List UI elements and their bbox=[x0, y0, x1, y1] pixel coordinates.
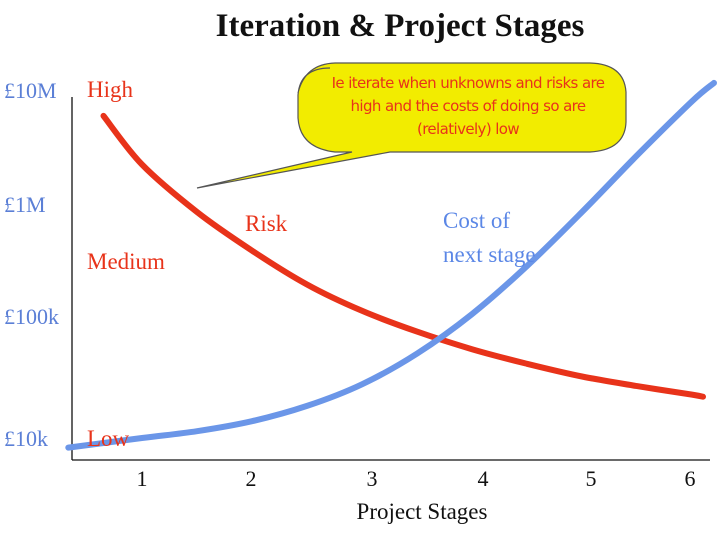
y-tick-label: £10k bbox=[4, 426, 48, 451]
y-tick-label: £100k bbox=[4, 304, 59, 329]
cost-line bbox=[65, 79, 717, 451]
callout-bubble bbox=[196, 62, 627, 189]
x-tick-label: 5 bbox=[585, 466, 597, 491]
x-tick-label: 2 bbox=[245, 466, 257, 491]
x-tick-label: 1 bbox=[136, 466, 148, 491]
y-tick-label: £10M bbox=[4, 78, 57, 103]
y-tick-label: £1M bbox=[4, 192, 46, 217]
callout-text: Ie iterate when unknowns and risks are h… bbox=[331, 74, 605, 138]
series-layer bbox=[65, 79, 717, 451]
risk-level-label: Medium bbox=[87, 249, 165, 274]
risk-level-label: High bbox=[87, 77, 133, 102]
x-tick-label: 4 bbox=[477, 466, 489, 491]
cost-series-label-line1: Cost of bbox=[443, 208, 511, 233]
cost-series-label-line2: next stage bbox=[443, 242, 536, 267]
risk-series-label: Risk bbox=[245, 211, 288, 236]
chart-title: Iteration & Project Stages bbox=[215, 8, 585, 44]
x-tick-label: 3 bbox=[366, 466, 378, 491]
risk-line bbox=[100, 112, 706, 400]
x-axis-label: Project Stages bbox=[356, 499, 488, 524]
x-tick-label: 6 bbox=[684, 466, 696, 491]
risk-level-label: Low bbox=[87, 426, 130, 451]
cost-series-label: Cost of next stage bbox=[443, 204, 536, 272]
